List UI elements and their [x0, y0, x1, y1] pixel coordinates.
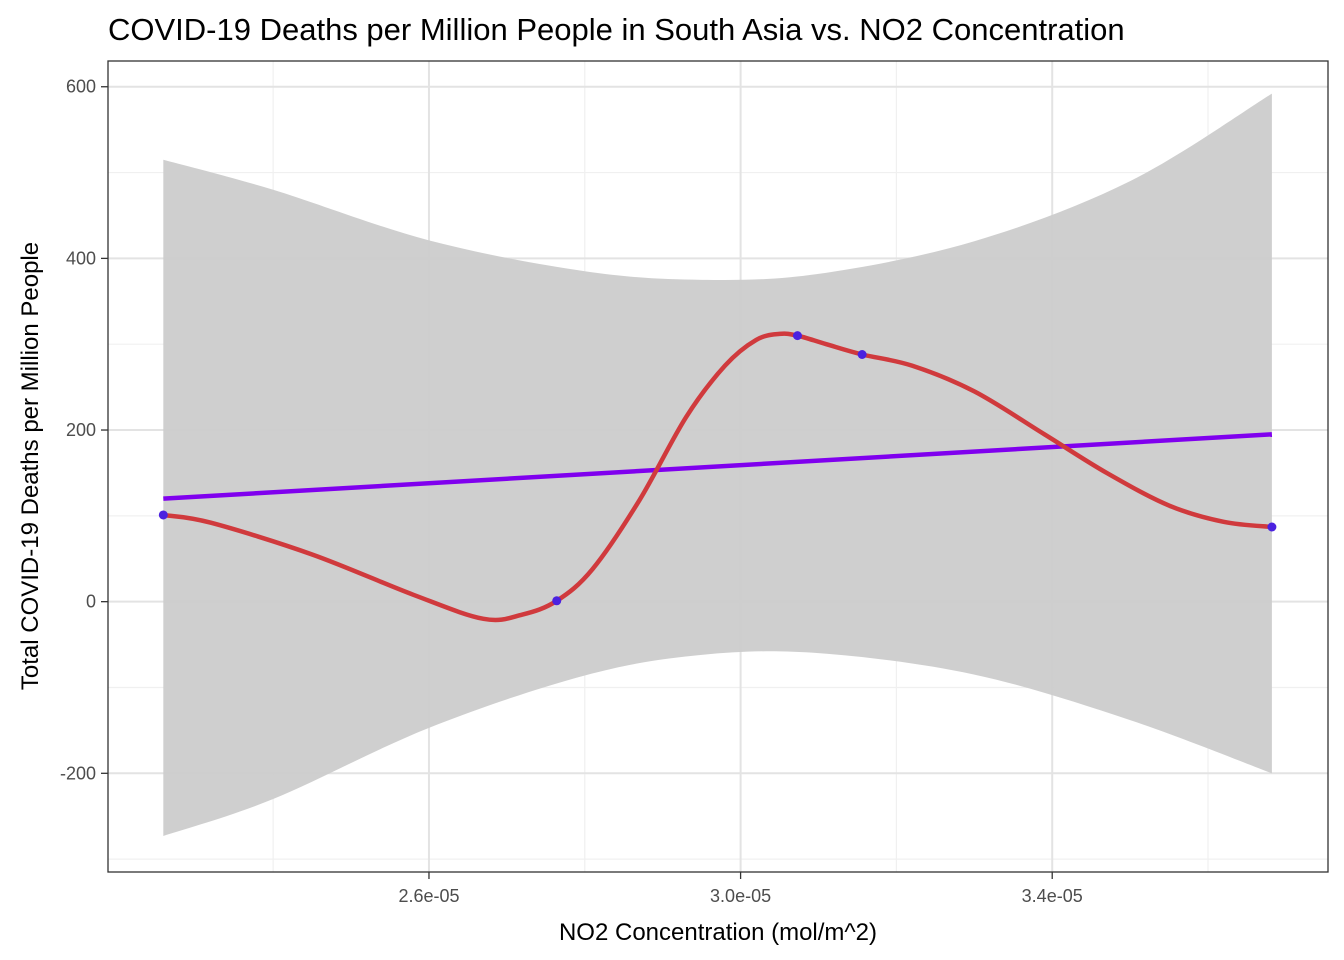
x-axis: 2.6e-05 3.0e-05 3.4e-05 [398, 872, 1083, 906]
smooth-curve [162, 331, 1273, 623]
x-axis-title: NO2 Concentration (mol/m^2) [559, 919, 877, 946]
y-axis: -200 0 200 400 600 [60, 77, 108, 783]
y-tick-label: -200 [60, 763, 96, 783]
x-tick-label: 3.4e-05 [1022, 886, 1083, 906]
fit-lines-layer [162, 331, 1273, 623]
y-axis-title: Total COVID-19 Deaths per Million People [17, 242, 44, 690]
data-point [552, 596, 562, 606]
chart-title: COVID-19 Deaths per Million People in So… [108, 12, 1125, 47]
y-tick-label: 0 [86, 592, 96, 612]
data-point [158, 510, 168, 520]
linear-fit-line [163, 432, 1273, 501]
y-tick-label: 200 [66, 420, 96, 440]
y-tick-label: 600 [66, 77, 96, 97]
x-tick-label: 2.6e-05 [398, 886, 459, 906]
points-layer [158, 331, 1277, 606]
data-point [857, 350, 867, 360]
x-tick-label: 3.0e-05 [710, 886, 771, 906]
data-point [1267, 522, 1277, 532]
plot-border [107, 60, 1329, 873]
data-point [792, 331, 802, 341]
y-tick-label: 400 [66, 248, 96, 268]
